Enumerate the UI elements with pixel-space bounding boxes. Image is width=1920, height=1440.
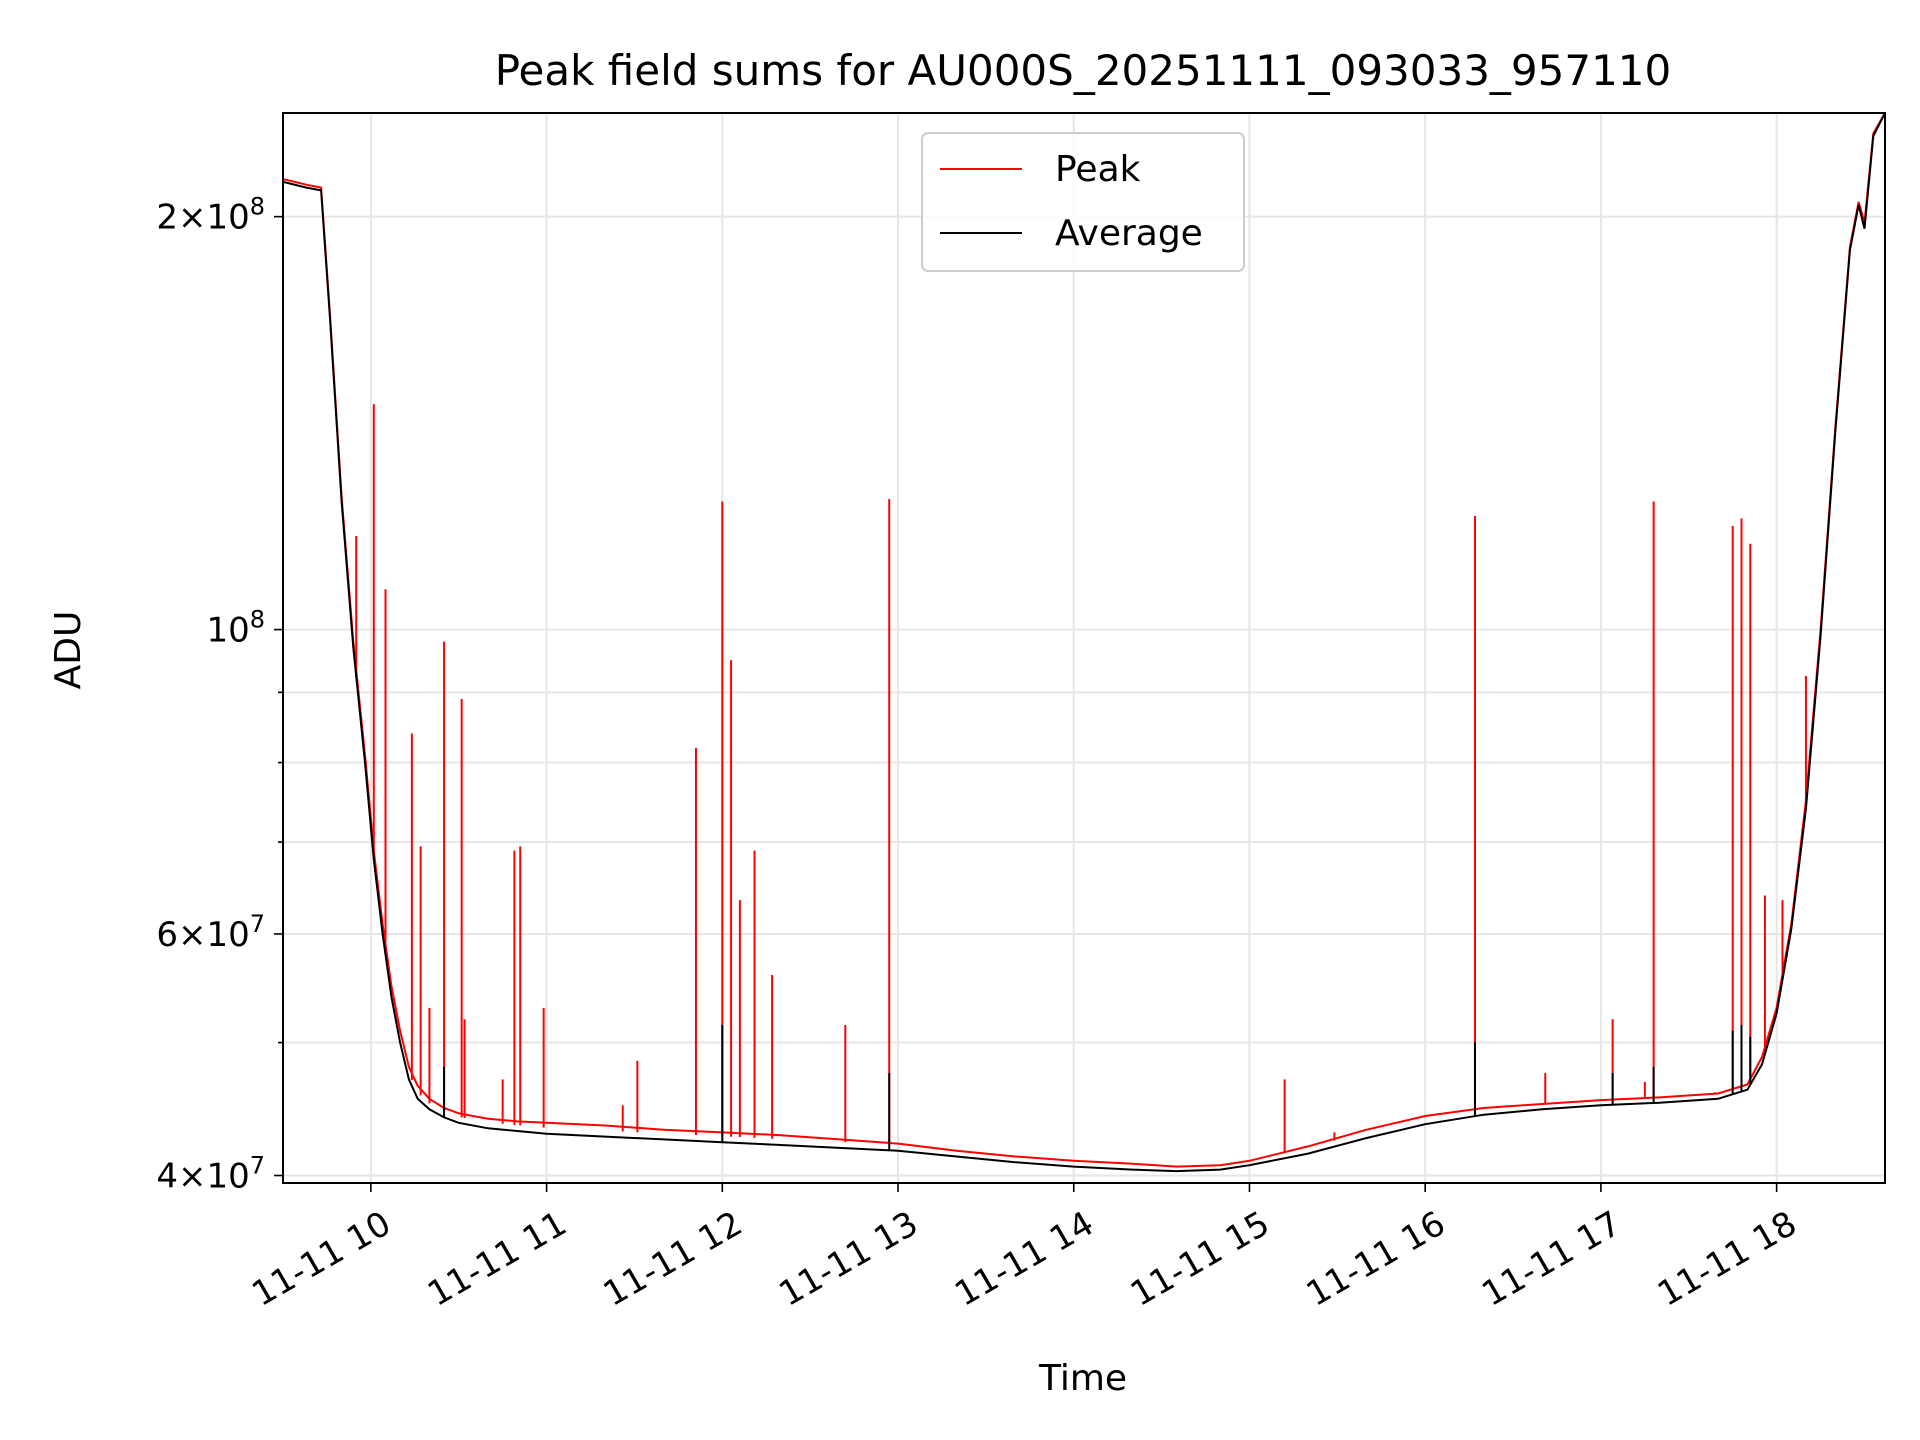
- y-axis: 4×107 6×107 108 2×108: [156, 193, 283, 1197]
- series-line-average: [283, 113, 1885, 1173]
- x-axis-title: Time: [1038, 1358, 1127, 1399]
- y-tick-label: 4×107: [156, 1152, 265, 1197]
- legend-box: [921, 132, 1245, 272]
- y-tick-label: 108: [206, 606, 265, 651]
- grid: [283, 113, 1885, 1183]
- legend-label-average: Average: [1055, 213, 1203, 254]
- legend-label-peak: Peak: [1055, 149, 1141, 190]
- y-axis-title: ADU: [48, 611, 89, 690]
- y-tick-label: 6×107: [156, 910, 265, 955]
- series-layer: [283, 113, 1885, 1173]
- series-average: [283, 113, 1885, 1173]
- chart-title: Peak field sums for AU000S_20251111_0930…: [495, 46, 1672, 95]
- y-tick-label: 2×108: [156, 193, 265, 238]
- series-peak: [283, 113, 1885, 1168]
- plot-frame: [282, 112, 1886, 1184]
- legend: Peak Average: [921, 132, 1245, 272]
